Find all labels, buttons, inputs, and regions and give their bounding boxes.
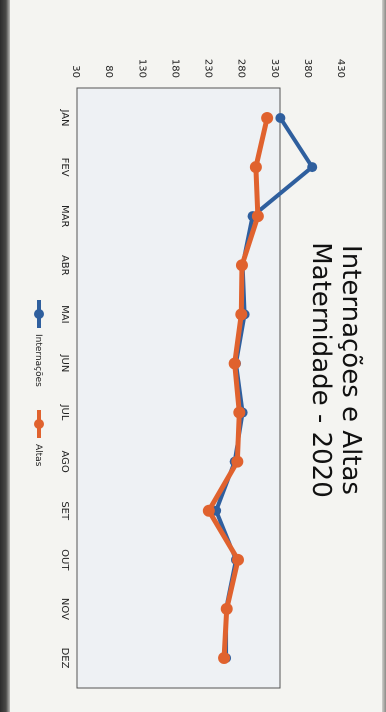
y-tick-label: 30	[70, 65, 81, 78]
data-point	[307, 162, 317, 172]
y-tick-label: 380	[302, 59, 313, 78]
y-axis-ticks: 30 80 130 180 230 280 330 380 430	[70, 59, 346, 78]
legend-label: Altas	[33, 444, 43, 467]
x-axis-ticks: JAN FEV MAR ABR MAI JUN JUL AGO SET OUT NOV DEZ	[59, 108, 70, 668]
x-tick-label: OUT	[59, 549, 70, 571]
data-point	[250, 161, 262, 173]
data-point	[261, 112, 273, 124]
plot-area-frame	[77, 88, 280, 688]
data-point	[235, 308, 247, 320]
line-chart: 30 80 130 180 230 280 330 380 430 JAN FEV MAR ABR MA…	[10, 0, 382, 712]
x-tick-label: JUL	[59, 404, 70, 421]
data-point	[221, 603, 233, 615]
data-point	[203, 505, 215, 517]
y-tick-label: 330	[269, 59, 280, 78]
data-point	[275, 113, 285, 123]
x-tick-label: AGO	[59, 450, 70, 472]
y-tick-label: 80	[103, 65, 114, 78]
legend-marker	[34, 309, 44, 319]
data-point	[236, 259, 248, 271]
data-point	[231, 456, 243, 468]
data-point	[232, 554, 244, 566]
x-tick-label: JAN	[59, 108, 70, 126]
legend-label: Internações	[33, 334, 43, 387]
x-tick-label: DEZ	[59, 648, 70, 669]
y-tick-label: 230	[203, 59, 214, 78]
x-tick-label: NOV	[59, 598, 70, 620]
paper-sheet: Internações e Altas Maternidade - 2020 3…	[10, 0, 382, 712]
data-point	[218, 652, 230, 664]
y-tick-label: 280	[236, 59, 247, 78]
x-tick-label: FEV	[59, 158, 70, 177]
x-tick-label: JUN	[59, 354, 70, 373]
legend: Internações Altas	[33, 300, 44, 467]
rotated-chart: Internações e Altas Maternidade - 2020 3…	[10, 0, 382, 712]
x-tick-label: MAR	[59, 205, 70, 227]
data-point	[233, 407, 245, 419]
data-point	[252, 210, 264, 222]
y-tick-label: 180	[169, 59, 180, 78]
data-point	[229, 357, 241, 369]
y-tick-label: 130	[136, 59, 147, 78]
x-tick-label: MAI	[59, 305, 70, 323]
y-tick-label: 430	[335, 59, 346, 78]
x-tick-label: SET	[59, 501, 70, 521]
legend-marker	[34, 419, 44, 429]
x-tick-label: ABR	[59, 255, 70, 276]
